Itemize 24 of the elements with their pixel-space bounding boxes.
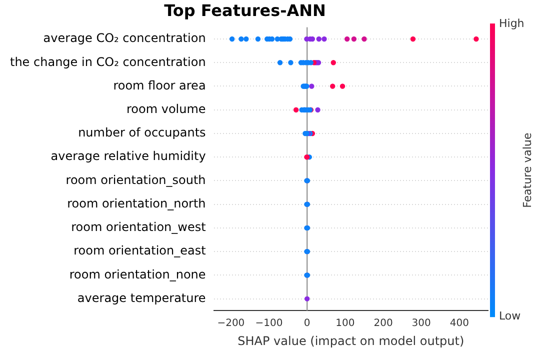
y-tick-label: the change in CO₂ concentration — [10, 54, 206, 69]
y-tick-label: average temperature — [77, 290, 206, 305]
x-axis-title: SHAP value (impact on model output) — [238, 334, 464, 348]
y-tick-label: room orientation_east — [74, 244, 206, 258]
x-tick-label: 400 — [450, 318, 469, 330]
y-tick-label: room orientation_north — [67, 196, 206, 210]
x-tick-label: 0 — [304, 318, 310, 330]
x-tick-label: 200 — [374, 318, 393, 330]
color-bar-label: Low — [499, 309, 521, 322]
y-tick-label: room volume — [126, 102, 206, 116]
x-tick-label: 300 — [412, 318, 431, 330]
y-tick-label: room orientation_none — [69, 267, 206, 282]
y-tick-label: room orientation_south — [66, 172, 206, 187]
y-tick-label: average CO₂ concentration — [43, 31, 206, 46]
color-bar-label: High — [499, 16, 524, 30]
x-tick-label: 100 — [336, 318, 355, 330]
y-tick-label: average relative humidity — [50, 149, 206, 164]
y-tick-label: room floor area — [113, 78, 206, 92]
x-tick-label: −200 — [217, 318, 245, 330]
color-bar-title: Feature value — [520, 132, 534, 208]
y-tick-label: room orientation_west — [71, 220, 206, 234]
y-tick-label: number of occupants — [78, 126, 206, 140]
chart-title: Top Features-ANN — [164, 0, 326, 20]
x-tick-label: −100 — [255, 318, 283, 330]
